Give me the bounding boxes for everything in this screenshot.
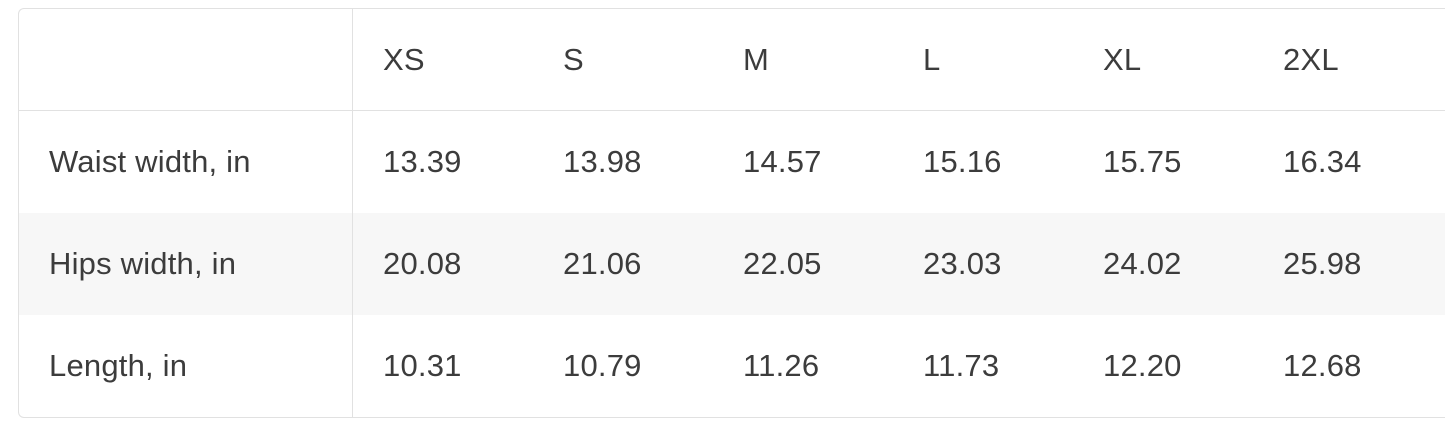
measurement-cell: 12.20 (1103, 348, 1182, 383)
measurement-cell: 22.05 (743, 246, 822, 281)
filler-cell (1433, 213, 1445, 315)
measurement-cell: 13.98 (563, 144, 642, 179)
row-label: Hips width, in (19, 213, 353, 315)
measurement-cell: 14.57 (743, 144, 822, 179)
header-row: XS S M L XL 2XL (19, 9, 1445, 111)
measurement-cell: 15.75 (1103, 144, 1182, 179)
size-header-xl: XL (1073, 9, 1253, 111)
measurement-cell: 20.08 (383, 246, 462, 281)
table-row-waist: Waist width, in 13.39 13.98 14.57 15.16 … (19, 111, 1445, 213)
measurement-cell: 11.73 (923, 348, 1000, 383)
measurement-cell: 10.31 (383, 348, 462, 383)
size-header-2xl: 2XL (1253, 9, 1433, 111)
measurement-cell: 23.03 (923, 246, 1002, 281)
measurement-cell: 15.16 (923, 144, 1002, 179)
filler-cell (1433, 111, 1445, 213)
measurement-cell: 11.26 (743, 348, 820, 383)
size-chart-table: XS S M L XL 2XL Waist width, in 13.39 13… (18, 8, 1445, 418)
size-chart-section: XS S M L XL 2XL Waist width, in 13.39 13… (18, 8, 1445, 418)
size-header-m: M (713, 9, 893, 111)
measurement-cell: 13.39 (383, 144, 462, 179)
measurement-cell: 16.34 (1283, 144, 1362, 179)
row-label: Length, in (19, 315, 353, 417)
measurement-cell: 24.02 (1103, 246, 1182, 281)
size-header-s: S (533, 9, 713, 111)
filler-cell (1433, 315, 1445, 417)
measurement-cell: 10.79 (563, 348, 642, 383)
size-header-xs: XS (353, 9, 533, 111)
measurement-cell: 12.68 (1283, 348, 1362, 383)
measurement-cell: 21.06 (563, 246, 642, 281)
size-header-l: L (893, 9, 1073, 111)
filler-cell (1433, 9, 1445, 111)
measurement-cell: 25.98 (1283, 246, 1362, 281)
table-row-hips: Hips width, in 20.08 21.06 22.05 23.03 2… (19, 213, 1445, 315)
table-row-length: Length, in 10.31 10.79 11.26 11.73 12.20… (19, 315, 1445, 417)
row-label: Waist width, in (19, 111, 353, 213)
corner-cell (19, 9, 353, 111)
